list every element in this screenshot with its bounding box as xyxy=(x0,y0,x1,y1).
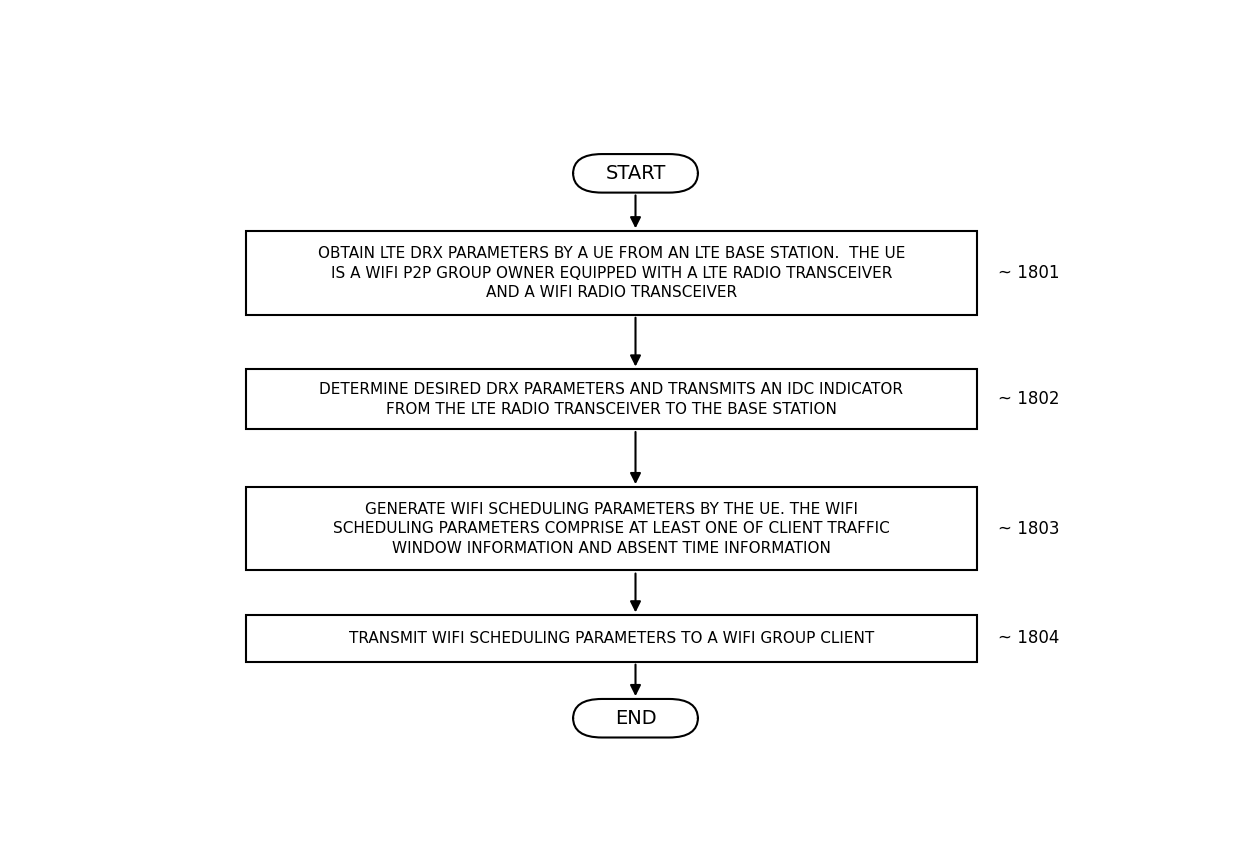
FancyBboxPatch shape xyxy=(247,615,977,662)
Text: ~ 1801: ~ 1801 xyxy=(998,264,1059,282)
FancyBboxPatch shape xyxy=(573,699,698,738)
FancyBboxPatch shape xyxy=(247,369,977,429)
Text: START: START xyxy=(605,164,666,183)
Text: GENERATE WIFI SCHEDULING PARAMETERS BY THE UE. THE WIFI
SCHEDULING PARAMETERS CO: GENERATE WIFI SCHEDULING PARAMETERS BY T… xyxy=(334,501,890,556)
Text: ~ 1804: ~ 1804 xyxy=(998,629,1059,647)
Text: DETERMINE DESIRED DRX PARAMETERS AND TRANSMITS AN IDC INDICATOR
FROM THE LTE RAD: DETERMINE DESIRED DRX PARAMETERS AND TRA… xyxy=(320,381,904,417)
FancyBboxPatch shape xyxy=(573,154,698,192)
Text: ~ 1803: ~ 1803 xyxy=(998,520,1059,538)
FancyBboxPatch shape xyxy=(247,488,977,570)
Text: END: END xyxy=(615,709,656,728)
FancyBboxPatch shape xyxy=(247,231,977,314)
Text: ~ 1802: ~ 1802 xyxy=(998,390,1059,408)
Text: TRANSMIT WIFI SCHEDULING PARAMETERS TO A WIFI GROUP CLIENT: TRANSMIT WIFI SCHEDULING PARAMETERS TO A… xyxy=(348,631,874,646)
Text: OBTAIN LTE DRX PARAMETERS BY A UE FROM AN LTE BASE STATION.  THE UE
IS A WIFI P2: OBTAIN LTE DRX PARAMETERS BY A UE FROM A… xyxy=(317,246,905,300)
